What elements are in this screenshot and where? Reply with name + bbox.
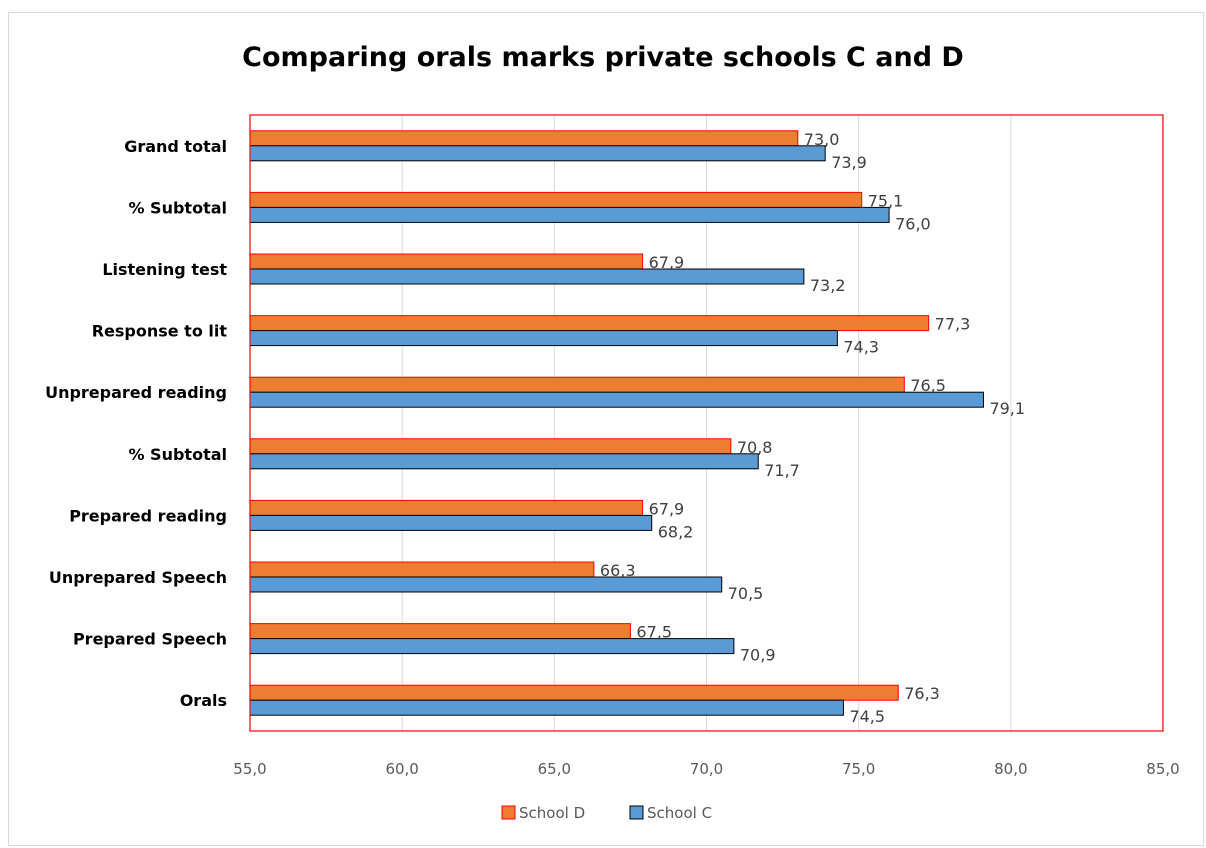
data-label-school-c: 71,7 [764, 461, 800, 480]
data-label-school-d: 67,9 [649, 253, 685, 272]
bar-school-c [249, 391, 984, 408]
data-label-school-c: 73,9 [831, 153, 867, 172]
bar-school-d [249, 438, 732, 455]
bar-school-d [249, 499, 644, 516]
category-label: Unprepared Speech [49, 568, 227, 587]
legend-label-school-c: School C [647, 804, 712, 822]
category-label: Prepared Speech [73, 630, 227, 649]
category-label: Listening test [102, 260, 227, 279]
bar-school-d [249, 315, 930, 332]
category-label: Prepared reading [69, 506, 227, 525]
bar-school-d [249, 191, 863, 208]
bar-school-c [249, 699, 844, 716]
data-label-school-c: 79,1 [989, 399, 1025, 418]
bar-school-d [249, 376, 905, 393]
data-label-school-c: 74,5 [849, 707, 885, 726]
x-tick-label: 80,0 [994, 760, 1027, 778]
data-label-school-d: 75,1 [868, 191, 904, 210]
data-label-school-c: 68,2 [658, 522, 694, 541]
bar-school-d [249, 623, 631, 640]
bar-school-d [249, 253, 644, 270]
x-tick-label: 55,0 [233, 760, 266, 778]
category-label: % Subtotal [128, 198, 227, 217]
x-tick-label: 75,0 [842, 760, 875, 778]
data-label-school-d: 73,0 [804, 130, 840, 149]
bar-school-c [249, 330, 838, 347]
bar-school-c [249, 453, 759, 470]
bar-school-d [249, 130, 799, 147]
data-label-school-d: 76,5 [910, 376, 946, 395]
bar-school-d [249, 684, 899, 701]
x-tick-label: 65,0 [538, 760, 571, 778]
bar-school-c [249, 206, 890, 223]
legend-label-school-d: School D [519, 804, 585, 822]
x-tick-label: 85,0 [1146, 760, 1179, 778]
data-label-school-d: 70,8 [737, 438, 773, 457]
x-tick-label: 60,0 [385, 760, 418, 778]
bar-school-c [249, 514, 653, 531]
data-label-school-c: 70,5 [728, 584, 764, 603]
data-label-school-d: 77,3 [935, 315, 971, 334]
category-label: Orals [180, 691, 227, 710]
bar-school-c [249, 145, 826, 162]
bar-school-c [249, 268, 805, 285]
data-label-school-c: 70,9 [740, 646, 776, 665]
x-tick-label: 70,0 [690, 760, 723, 778]
category-label: Grand total [124, 137, 227, 156]
chart-title: Comparing orals marks private schools C … [242, 42, 964, 73]
legend-swatch-school-d [501, 805, 516, 820]
data-label-school-c: 76,0 [895, 214, 931, 233]
data-label-school-c: 73,2 [810, 276, 846, 295]
bar-school-c [249, 576, 723, 593]
data-label-school-c: 74,3 [843, 338, 879, 357]
data-label-school-d: 67,5 [636, 623, 672, 642]
category-label: Response to lit [92, 322, 228, 341]
category-label: Unprepared reading [45, 383, 227, 402]
legend-swatch-school-c [629, 805, 644, 820]
bar-school-d [249, 561, 595, 578]
category-label: % Subtotal [128, 445, 227, 464]
plot-area-border [249, 114, 1164, 732]
data-label-school-d: 67,9 [649, 499, 685, 518]
data-label-school-d: 66,3 [600, 561, 636, 580]
data-label-school-d: 76,3 [904, 684, 940, 703]
